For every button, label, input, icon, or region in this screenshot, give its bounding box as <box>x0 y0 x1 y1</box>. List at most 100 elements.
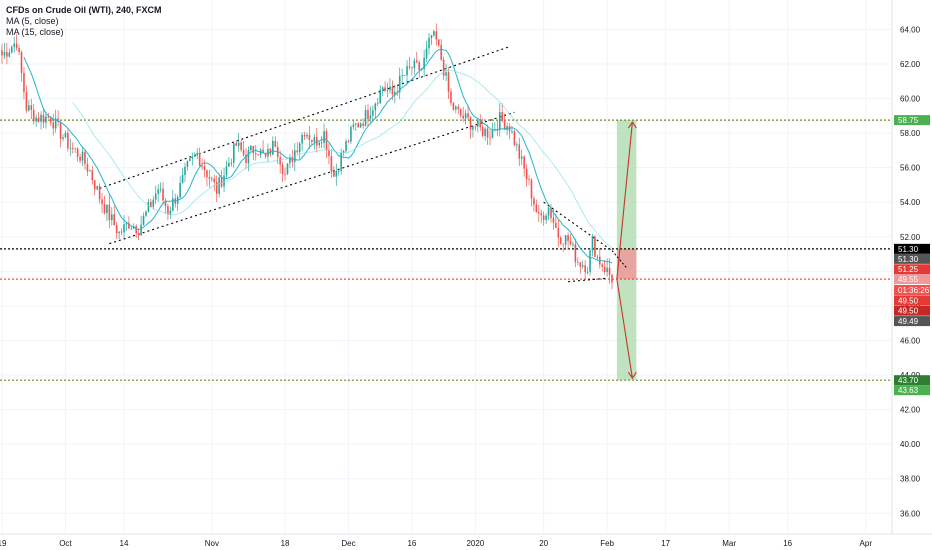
candle-body <box>323 131 325 143</box>
candle-body <box>525 168 528 180</box>
candle-body <box>245 154 247 164</box>
price-tick-label: 54.00 <box>900 198 921 207</box>
candle-body <box>462 115 464 119</box>
projection-zones <box>616 120 637 381</box>
candle-body <box>608 267 611 275</box>
candle-body <box>308 134 311 140</box>
candle-body <box>435 31 438 40</box>
candle-body <box>274 140 277 147</box>
candle-body <box>350 126 352 142</box>
wedge-lower-line <box>568 277 608 283</box>
candle-body <box>250 145 252 151</box>
candle-body <box>150 202 152 207</box>
candle-body <box>298 143 301 153</box>
time-tick-label: 2020 <box>466 539 484 548</box>
time-tick-label: Dec <box>341 539 355 548</box>
candle-body <box>32 109 35 122</box>
chart-legend: CFDs on Crude Oil (WTI), 240, FXCM MA (5… <box>6 5 162 38</box>
ma-15-line <box>72 69 613 249</box>
candle-body <box>62 137 64 139</box>
price-tick-label: 40.00 <box>900 440 921 449</box>
candle-body <box>189 158 191 161</box>
candle-body <box>296 150 299 153</box>
candle-body <box>406 66 408 76</box>
price-label-text: 43.70 <box>898 376 919 385</box>
candle-body <box>25 92 28 111</box>
price-label-box <box>894 385 930 396</box>
candle-body <box>167 206 169 215</box>
price-label-box <box>894 115 930 126</box>
symbol-title[interactable]: CFDs on Crude Oil (WTI), 240, FXCM <box>6 5 162 15</box>
candle-body <box>552 218 555 223</box>
candle-body <box>96 186 98 190</box>
candle-body <box>247 150 250 164</box>
candle-body <box>284 173 286 175</box>
candle-body <box>579 262 582 267</box>
horizontal-levels <box>0 119 892 381</box>
time-axis-ticks[interactable]: 19Oct14Nov18Dec16202020Feb17Mar16Apr <box>0 539 872 548</box>
candle-body <box>164 200 167 207</box>
candle-body <box>418 62 421 71</box>
ma5-legend[interactable]: MA (5, close) <box>6 16 59 26</box>
candle-body <box>140 224 142 236</box>
candle-body <box>437 39 440 45</box>
trend-lines <box>99 46 613 283</box>
candle-body <box>389 86 391 91</box>
candle-body <box>408 66 411 68</box>
price-label-text: 49.55 <box>898 275 919 284</box>
candle-body <box>516 144 518 146</box>
candle-body <box>603 266 606 273</box>
price-label-box <box>894 316 930 327</box>
price-label-text: 43.63 <box>898 386 919 395</box>
candle-body <box>501 112 503 121</box>
candle-body <box>311 139 313 142</box>
candle-body <box>42 114 45 123</box>
candle-body <box>484 128 486 136</box>
candle-body <box>181 175 184 183</box>
candle-body <box>559 237 562 244</box>
candle-body <box>157 189 159 194</box>
candle-body <box>384 87 386 91</box>
candle-body <box>198 152 201 166</box>
candle-body <box>481 127 484 136</box>
candle-body <box>369 115 372 119</box>
price-label-text: 49.49 <box>898 317 919 326</box>
candle-body <box>50 117 52 123</box>
candle-body <box>328 150 330 157</box>
candle-body <box>206 170 208 178</box>
candle-body <box>513 131 516 146</box>
price-tick-label: 46.00 <box>900 336 921 345</box>
candle-body <box>511 131 513 132</box>
time-tick-label: Nov <box>205 539 219 548</box>
candle-body <box>442 59 445 76</box>
price-tick-label: 52.00 <box>900 233 921 242</box>
candle-body <box>86 164 89 172</box>
ma15-legend[interactable]: MA (15, close) <box>6 27 64 37</box>
candle-body <box>518 144 521 159</box>
price-tick-label: 60.00 <box>900 95 921 104</box>
candle-body <box>586 271 589 273</box>
candle-body <box>130 228 133 230</box>
candle-body <box>423 57 425 70</box>
candle-body <box>208 177 211 179</box>
candle-body <box>472 126 474 130</box>
candle-body <box>520 156 523 159</box>
candle-body <box>67 132 69 149</box>
candle-body <box>108 204 111 221</box>
candle-body <box>496 129 499 131</box>
candle-body <box>120 231 123 233</box>
candle-body <box>318 142 320 146</box>
candle-body <box>23 72 25 93</box>
candle-body <box>540 213 543 216</box>
candle-body <box>464 113 467 119</box>
candle-body <box>76 148 79 157</box>
candle-body <box>455 106 457 110</box>
candle-body <box>562 243 564 245</box>
candle-body <box>347 141 350 142</box>
candle-body <box>589 250 591 272</box>
candle-body <box>45 116 47 123</box>
candle-body <box>411 67 413 69</box>
price-label-box <box>894 253 930 264</box>
price-tick-label: 64.00 <box>900 25 921 34</box>
